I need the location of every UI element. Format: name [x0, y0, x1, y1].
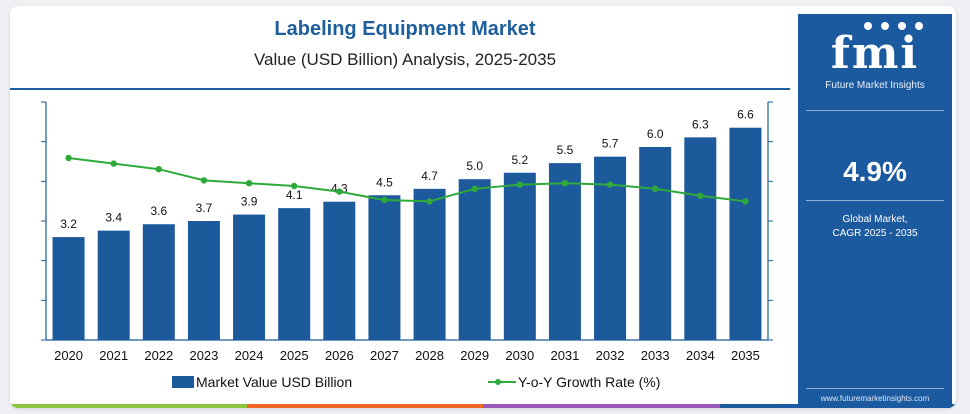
x-tick-label: 2032 [596, 348, 625, 363]
growth-point [561, 180, 569, 187]
x-tick-label: 2028 [415, 348, 444, 363]
cagr-label-line2: CAGR 2025 - 2035 [832, 228, 918, 239]
bar-value-label: 3.6 [150, 204, 167, 218]
bar [97, 230, 130, 340]
growth-point [471, 185, 478, 192]
bar-value-label: 5.7 [602, 137, 619, 151]
fmi-logo-subtitle: Future Market Insights [825, 80, 925, 91]
x-tick-label: 2029 [460, 348, 489, 363]
chart-title: Labeling Equipment Market [274, 18, 536, 40]
fmi-sidebar: fmi Future Market Insights 4.9% Global M… [798, 14, 952, 408]
x-tick-label: 2031 [550, 348, 579, 363]
bar-value-label: 6.0 [647, 127, 664, 141]
x-tick-label: 2021 [99, 348, 128, 363]
legend-bar-swatch [172, 376, 194, 388]
sidebar-divider-top [806, 110, 944, 111]
bar-value-label: 4.5 [376, 175, 393, 189]
growth-point [697, 192, 704, 199]
bar [729, 127, 762, 340]
bar-value-label: 5.0 [466, 159, 483, 173]
growth-point [155, 166, 163, 173]
growth-point [200, 177, 208, 184]
bar-value-label: 3.7 [196, 201, 213, 215]
fmi-logo: fmi [830, 28, 920, 79]
bar [413, 188, 446, 340]
chart-card: Labeling Equipment Market Value (USD Bil… [10, 6, 956, 408]
logo-figures-icon [864, 22, 923, 30]
growth-point [381, 196, 388, 204]
bar-value-label: 3.2 [60, 217, 77, 231]
growth-point [426, 198, 433, 205]
growth-point [516, 181, 524, 188]
x-tick-label: 2035 [731, 348, 760, 363]
legend-bar: Market Value USD Billion [172, 374, 352, 390]
bar [142, 224, 175, 340]
growth-point [651, 185, 659, 192]
bar [503, 172, 536, 340]
legend-bar-label: Market Value USD Billion [196, 374, 353, 390]
bar-value-label: 6.3 [692, 117, 709, 131]
chart-subtitle: Value (USD Billion) Analysis, 2025-2035 [253, 50, 557, 69]
title-divider [10, 88, 790, 90]
bar-value-label: 4.7 [421, 169, 438, 183]
growth-point [336, 188, 343, 195]
x-tick-label: 2027 [370, 348, 399, 363]
sidebar-divider-bottom [806, 388, 944, 389]
bar [187, 221, 220, 340]
bar-value-label: 3.9 [241, 195, 258, 209]
growth-point [110, 160, 117, 167]
bar [548, 163, 581, 340]
x-tick-label: 2025 [280, 348, 309, 363]
bar-value-label: 5.2 [511, 153, 528, 167]
x-tick-label: 2030 [505, 348, 534, 363]
sidebar-divider-mid [806, 200, 944, 201]
x-tick-label: 2034 [686, 348, 715, 363]
bar-value-label: 6.6 [737, 108, 754, 122]
website-url: www.futuremarketinsights.com [820, 394, 930, 403]
bar [278, 208, 311, 340]
growth-point [290, 182, 298, 190]
bar [323, 201, 356, 340]
market-chart: 3.2 2020 3.4 2021 3.6 2022 3.7 2023 3.9 2024 4.1 20… [41, 101, 773, 363]
bar [458, 179, 491, 340]
bar [684, 137, 717, 340]
strip-segment [10, 404, 247, 408]
x-tick-label: 2024 [235, 348, 264, 363]
bar-value-label: 5.5 [557, 143, 574, 157]
x-tick-label: 2020 [54, 348, 83, 363]
legend-line-swatch [488, 379, 516, 385]
x-tick-label: 2023 [189, 348, 218, 363]
growth-point [606, 181, 614, 188]
cagr-label-line1: Global Market, [842, 214, 908, 225]
bar-value-label: 4.1 [286, 188, 303, 202]
legend-line: Y-o-Y Growth Rate (%) [488, 374, 660, 390]
bar [368, 195, 401, 340]
growth-line [68, 157, 746, 203]
x-tick-label: 2022 [144, 348, 173, 363]
growth-point [245, 180, 253, 187]
growth-point [742, 198, 749, 205]
growth-point [65, 154, 72, 162]
bar [639, 147, 672, 340]
legend-line-label: Y-o-Y Growth Rate (%) [518, 374, 661, 390]
cagr-value: 4.9% [843, 156, 907, 187]
bar-value-label: 3.4 [105, 211, 122, 225]
x-tick-label: 2033 [641, 348, 670, 363]
bar [52, 237, 85, 340]
bar [233, 214, 266, 340]
x-tick-label: 2026 [325, 348, 354, 363]
strip-segment [246, 404, 483, 408]
strip-segment [483, 404, 720, 408]
